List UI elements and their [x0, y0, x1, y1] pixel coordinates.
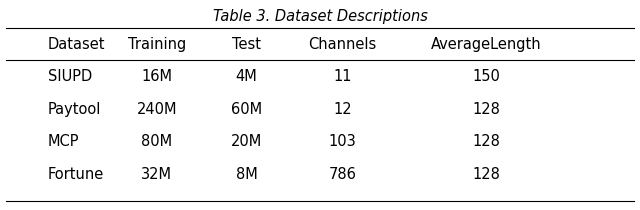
Text: Channels: Channels: [308, 37, 376, 52]
Text: 8M: 8M: [236, 167, 257, 182]
Text: 80M: 80M: [141, 134, 172, 149]
Text: 12: 12: [333, 102, 352, 117]
Text: 150: 150: [472, 69, 500, 84]
Text: 20M: 20M: [231, 134, 262, 149]
Text: Paytool: Paytool: [48, 102, 101, 117]
Text: Table 3. Dataset Descriptions: Table 3. Dataset Descriptions: [212, 9, 428, 24]
Text: 128: 128: [472, 102, 500, 117]
Text: 103: 103: [328, 134, 356, 149]
Text: Fortune: Fortune: [48, 167, 104, 182]
Text: 32M: 32M: [141, 167, 172, 182]
Text: Test: Test: [232, 37, 261, 52]
Text: SIUPD: SIUPD: [48, 69, 92, 84]
Text: MCP: MCP: [48, 134, 79, 149]
Text: 240M: 240M: [136, 102, 177, 117]
Text: AverageLength: AverageLength: [431, 37, 541, 52]
Text: 4M: 4M: [236, 69, 257, 84]
Text: 128: 128: [472, 134, 500, 149]
Text: 786: 786: [328, 167, 356, 182]
Text: 16M: 16M: [141, 69, 172, 84]
Text: 128: 128: [472, 167, 500, 182]
Text: Dataset: Dataset: [48, 37, 106, 52]
Text: 11: 11: [333, 69, 351, 84]
Text: Training: Training: [127, 37, 186, 52]
Text: 60M: 60M: [231, 102, 262, 117]
